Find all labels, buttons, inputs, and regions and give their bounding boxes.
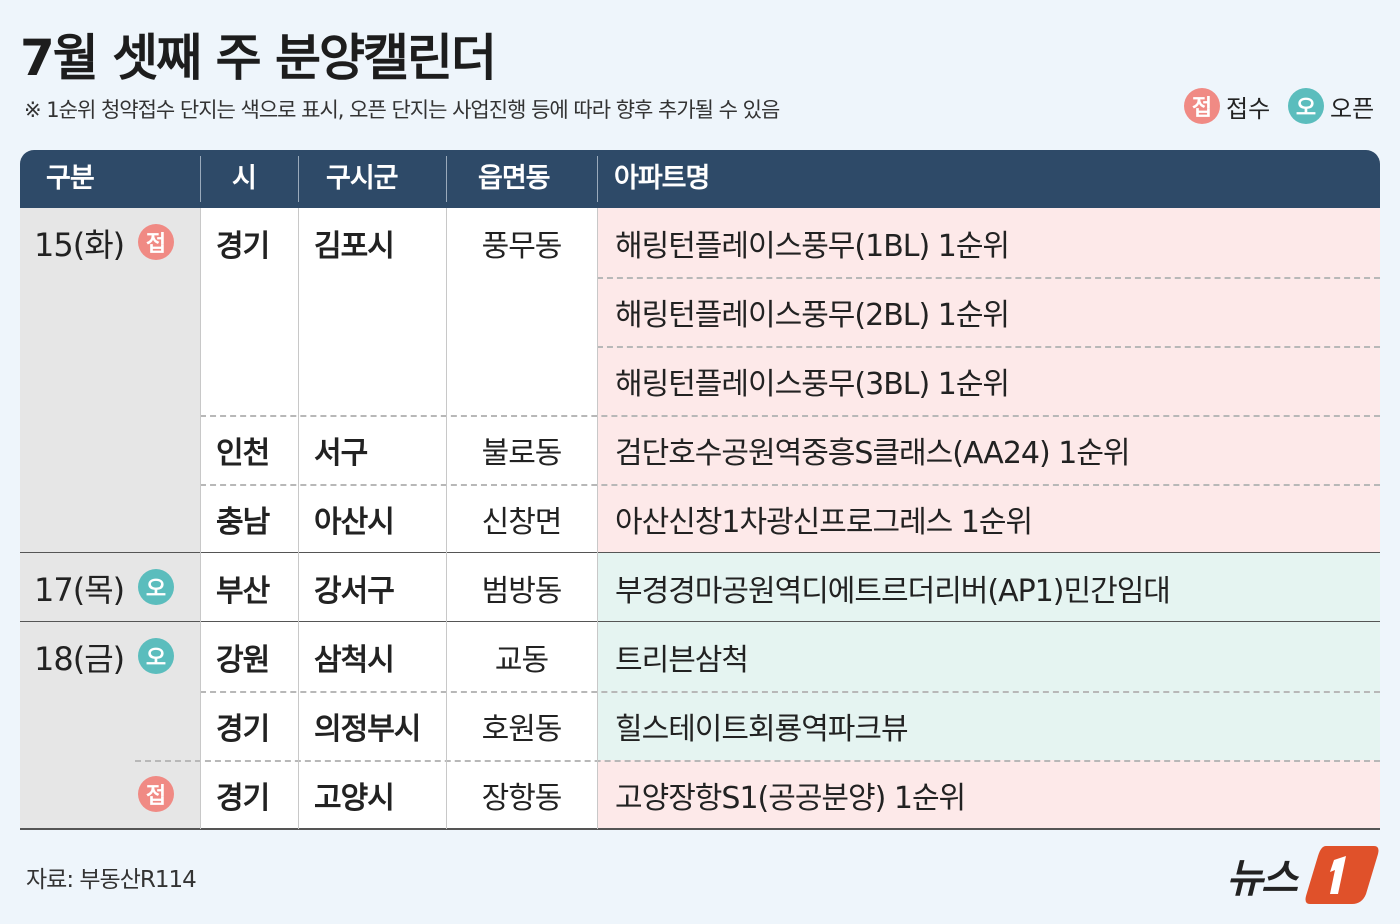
table-header (20, 150, 1380, 208)
city: 경기 (216, 228, 270, 264)
city: 경기 (216, 711, 270, 747)
column-separator (597, 208, 598, 829)
reception-badge-icon: 접 (138, 224, 174, 260)
town: 호원동 (481, 711, 563, 747)
apartment-name: 힐스테이트회룡역파크뷰 (597, 691, 1380, 760)
location-cell (200, 691, 597, 760)
district: 서구 (314, 435, 368, 471)
location-cell (200, 622, 597, 691)
open-badge-icon: 오 (138, 638, 174, 674)
apartment-name: 고양장항S1(공공분양) 1순위 (597, 760, 1380, 829)
open-badge-icon: 오 (1288, 88, 1324, 124)
apartment-name: 해링턴플레이스풍무(2BL) 1순위 (597, 277, 1380, 346)
header-3: 읍면동 (478, 163, 551, 194)
note-text: ※ 1순위 청약접수 단지는 색으로 표시, 오픈 단지는 사업진행 등에 따라… (24, 98, 780, 122)
row-divider (200, 415, 1380, 417)
town: 불로동 (481, 435, 563, 471)
city: 충남 (216, 504, 270, 540)
date-cell (20, 208, 200, 553)
row-divider (200, 691, 1380, 693)
column-separator (298, 208, 299, 829)
page-title: 7월 셋째 주 분양캘린더 (20, 29, 497, 87)
header-4: 아파트명 (614, 163, 710, 194)
column-separator (446, 208, 447, 829)
town: 장항동 (481, 780, 563, 816)
city: 강원 (216, 642, 270, 678)
location-cell (200, 760, 597, 829)
town: 범방동 (481, 573, 563, 609)
group-divider (20, 828, 1380, 830)
header-separator (597, 156, 598, 202)
header-separator (200, 156, 201, 202)
district: 의정부시 (314, 711, 421, 747)
legend-label: 오픈 (1330, 94, 1375, 123)
district: 삼척시 (314, 642, 395, 678)
apartment-name: 검단호수공원역중흥S클래스(AA24) 1순위 (597, 415, 1380, 484)
source-text: 자료: 부동산R114 (26, 867, 197, 893)
header-1: 시 (232, 163, 257, 194)
date-label: 15(화) (34, 225, 125, 264)
legend-reception: 접 접수 (1184, 88, 1270, 124)
header-0: 구분 (46, 163, 95, 194)
district: 김포시 (314, 228, 395, 264)
row-divider (200, 484, 1380, 486)
district: 고양시 (314, 780, 395, 816)
town: 교동 (494, 642, 549, 678)
apartment-name: 아산신창1차광신프로그레스 1순위 (597, 484, 1380, 553)
row-divider (135, 760, 1380, 762)
date-label: 17(목) (34, 570, 125, 609)
open-badge-icon: 오 (138, 569, 174, 605)
town: 풍무동 (481, 228, 563, 264)
apartment-name: 해링턴플레이스풍무(3BL) 1순위 (597, 346, 1380, 415)
row-divider (597, 346, 1380, 348)
row-divider (597, 277, 1380, 279)
column-separator (200, 208, 201, 829)
location-cell (200, 415, 597, 484)
legend-label: 접수 (1226, 94, 1271, 123)
location-cell (200, 208, 597, 415)
district: 아산시 (314, 504, 395, 540)
header-2: 구시군 (326, 163, 399, 194)
apartment-name: 부경경마공원역디에트르더리버(AP1)민간임대 (597, 553, 1380, 622)
header-separator (446, 156, 447, 202)
city: 인천 (216, 435, 270, 471)
legend-open: 오 오픈 (1288, 88, 1374, 124)
reception-badge-icon: 접 (1184, 88, 1220, 124)
news1-logo: 뉴스 (1226, 844, 1380, 906)
town: 신창면 (481, 504, 563, 540)
location-cell (200, 553, 597, 622)
city: 부산 (216, 573, 270, 609)
reception-badge-icon: 접 (138, 776, 174, 812)
header-separator (298, 156, 299, 202)
city: 경기 (216, 780, 270, 816)
apartment-name: 해링턴플레이스풍무(1BL) 1순위 (597, 208, 1380, 277)
apartment-name: 트리븐삼척 (597, 622, 1380, 691)
district: 강서구 (314, 573, 395, 609)
location-cell (200, 484, 597, 553)
date-label: 18(금) (34, 639, 125, 678)
